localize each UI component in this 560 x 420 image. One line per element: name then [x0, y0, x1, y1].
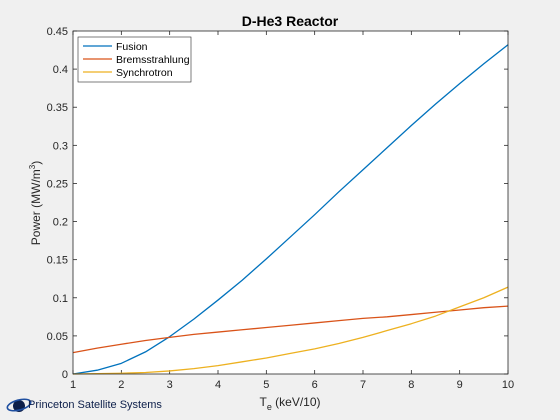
series-line-fusion	[72, 44, 509, 375]
axes-frame	[72, 30, 509, 375]
x-tick-label: 4	[215, 379, 221, 391]
y-tick-label: 0.35	[47, 102, 68, 114]
y-tick-label: 0.05	[47, 331, 68, 343]
y-tick-label: 0.25	[47, 178, 68, 190]
x-tick-label: 2	[118, 379, 124, 391]
x-axis-label: Te (keV/10)	[259, 395, 320, 412]
company-name: Princeton Satellite Systems	[28, 399, 162, 411]
company-logo: Princeton Satellite Systems	[6, 388, 166, 418]
axes-background	[73, 31, 508, 374]
y-tick-label: 0	[62, 369, 68, 381]
x-tick-label: 7	[360, 379, 366, 391]
y-tick-label: 0.1	[53, 293, 68, 305]
y-tick-label: 0.2	[53, 217, 68, 229]
chart-title: D-He3 Reactor	[242, 13, 339, 29]
y-tick-label: 0.45	[47, 26, 68, 38]
series-line-synchrotron	[72, 286, 509, 375]
series-layer	[72, 44, 509, 375]
orbit-logo-icon	[6, 398, 32, 412]
x-tick-label: 6	[312, 379, 318, 391]
y-tick-label: 0.15	[47, 255, 68, 267]
x-tick-label: 10	[502, 379, 514, 391]
legend-label-fusion: Fusion	[116, 41, 148, 53]
y-tick-label: 0.3	[53, 140, 68, 152]
x-tick-label: 1	[70, 379, 76, 391]
legend-label-bremsstrahlung: Bremsstrahlung	[116, 54, 190, 66]
legend-label-synchrotron: Synchrotron	[116, 67, 173, 79]
x-tick-label: 8	[408, 379, 414, 391]
y-tick-label: 0.4	[53, 64, 68, 76]
x-tick-label: 5	[263, 379, 269, 391]
y-axis-label: Power (MW/m3)	[28, 161, 43, 245]
x-tick-label: 3	[167, 379, 173, 391]
series-line-bremsstrahlung	[72, 305, 509, 354]
x-tick-label: 9	[457, 379, 463, 391]
